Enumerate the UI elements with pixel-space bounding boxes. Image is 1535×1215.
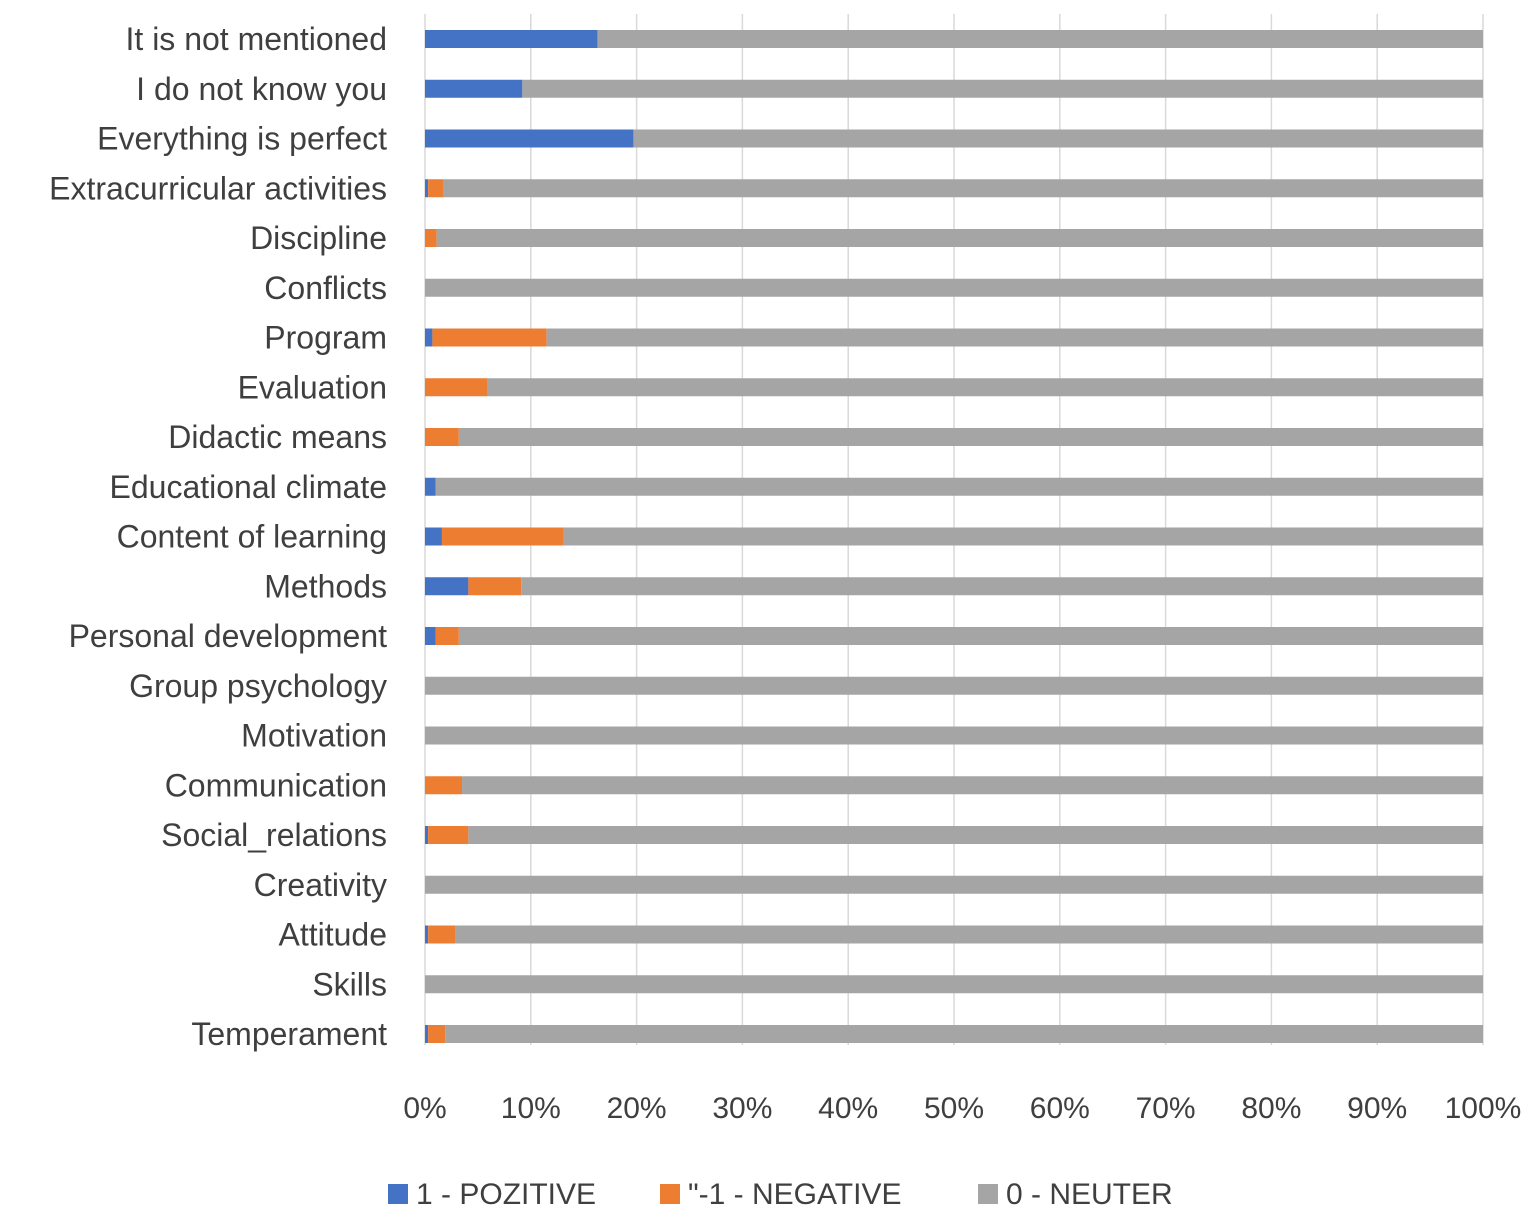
bar-segment-series-2 bbox=[468, 826, 1483, 844]
bar-segment-series-0 bbox=[425, 179, 429, 198]
category-label: Attitude bbox=[278, 917, 387, 953]
bar-segment-series-0 bbox=[425, 1025, 429, 1043]
bar-segment-series-2 bbox=[458, 428, 1484, 446]
bar-segment-series-1 bbox=[428, 925, 456, 944]
category-label: Content of learning bbox=[117, 519, 387, 555]
legend-label-series-0: 1 - POZITIVE bbox=[416, 1178, 596, 1211]
bar-segment-series-1 bbox=[432, 328, 547, 347]
category-label: Everything is perfect bbox=[97, 121, 387, 157]
bar-segment-series-1 bbox=[441, 527, 564, 546]
bar-segment-series-2 bbox=[522, 79, 1483, 98]
bar-segment-series-2 bbox=[425, 726, 1483, 745]
x-axis-ticks: 0% 10% 20% 30% 40% 50% 60% 70% 80% 90% 100% bbox=[403, 1092, 1521, 1125]
bar-segment-series-2 bbox=[521, 577, 1483, 596]
bar-segment-series-1 bbox=[425, 229, 437, 247]
x-tick-label: 60% bbox=[1030, 1092, 1090, 1125]
category-label: Creativity bbox=[254, 867, 387, 903]
bar-segment-series-2 bbox=[458, 627, 1484, 645]
bar-segment-series-0 bbox=[425, 577, 469, 596]
bar-segment-series-0 bbox=[425, 129, 634, 148]
bar-segment-series-0 bbox=[425, 30, 598, 48]
bar-segment-series-0 bbox=[425, 627, 436, 645]
legend-swatch-series-0 bbox=[388, 1184, 408, 1204]
bar-segment-series-2 bbox=[425, 875, 1483, 894]
category-label: Conflicts bbox=[264, 270, 387, 306]
bars bbox=[425, 30, 1484, 1043]
bar-segment-series-2 bbox=[425, 278, 1483, 297]
category-label: Evaluation bbox=[238, 369, 387, 405]
bar-segment-series-0 bbox=[425, 477, 436, 496]
bar-segment-series-2 bbox=[462, 776, 1483, 795]
category-label: Skills bbox=[312, 966, 387, 1002]
bar-segment-series-2 bbox=[455, 925, 1483, 944]
category-label: Educational climate bbox=[110, 469, 387, 505]
bar-segment-series-0 bbox=[425, 826, 429, 844]
category-label: Motivation bbox=[241, 718, 387, 754]
bar-segment-series-2 bbox=[633, 129, 1483, 148]
bar-segment-series-2 bbox=[597, 30, 1483, 48]
x-tick-label: 40% bbox=[818, 1092, 878, 1125]
bar-segment-series-0 bbox=[425, 328, 433, 347]
bar-segment-series-2 bbox=[487, 378, 1483, 397]
category-label: It is not mentioned bbox=[126, 21, 387, 57]
category-label: Group psychology bbox=[129, 668, 387, 704]
bar-segment-series-1 bbox=[425, 428, 459, 446]
bar-segment-series-0 bbox=[425, 527, 442, 546]
category-label: Social_relations bbox=[161, 817, 387, 853]
bar-segment-series-2 bbox=[425, 676, 1483, 695]
x-tick-label: 100% bbox=[1445, 1092, 1522, 1125]
bar-segment-series-1 bbox=[425, 776, 463, 795]
x-tick-label: 50% bbox=[924, 1092, 984, 1125]
category-label: Discipline bbox=[250, 220, 387, 256]
category-label: Personal development bbox=[69, 618, 388, 654]
bar-segment-series-0 bbox=[425, 79, 523, 98]
category-label: Extracurricular activities bbox=[49, 170, 387, 206]
bar-segment-series-2 bbox=[563, 527, 1483, 546]
legend-label-series-2: 0 - NEUTER bbox=[1006, 1178, 1173, 1211]
bar-segment-series-1 bbox=[428, 1025, 446, 1043]
x-tick-label: 70% bbox=[1136, 1092, 1196, 1125]
x-tick-label: 90% bbox=[1347, 1092, 1407, 1125]
category-label: I do not know you bbox=[136, 71, 387, 107]
legend: 1 - POZITIVE "-1 - NEGATIVE 0 - NEUTER bbox=[388, 1178, 1173, 1211]
category-label: Communication bbox=[165, 767, 387, 803]
bar-segment-series-1 bbox=[425, 378, 488, 397]
x-tick-label: 0% bbox=[403, 1092, 446, 1125]
bar-segment-series-2 bbox=[435, 477, 1484, 496]
bar-segment-series-1 bbox=[428, 826, 469, 844]
category-labels: It is not mentioned I do not know you Ever… bbox=[49, 21, 387, 1052]
x-tick-label: 80% bbox=[1241, 1092, 1301, 1125]
x-tick-label: 10% bbox=[501, 1092, 561, 1125]
category-label: Program bbox=[264, 320, 387, 356]
bar-segment-series-2 bbox=[425, 975, 1483, 994]
category-label: Methods bbox=[264, 568, 387, 604]
x-tick-label: 20% bbox=[607, 1092, 667, 1125]
legend-label-series-1: "-1 - NEGATIVE bbox=[688, 1178, 901, 1211]
bar-segment-series-2 bbox=[436, 229, 1484, 247]
category-label: Temperament bbox=[191, 1016, 387, 1052]
bar-segment-series-2 bbox=[442, 179, 1484, 198]
bar-segment-series-2 bbox=[546, 328, 1483, 347]
x-tick-label: 30% bbox=[712, 1092, 772, 1125]
bar-segment-series-0 bbox=[425, 925, 429, 944]
bar-segment-series-1 bbox=[435, 627, 459, 645]
bar-segment-series-2 bbox=[445, 1025, 1483, 1043]
legend-swatch-series-1 bbox=[660, 1184, 680, 1204]
category-label: Didactic means bbox=[168, 419, 387, 455]
bar-segment-series-1 bbox=[468, 577, 522, 596]
bar-segment-series-1 bbox=[428, 179, 443, 198]
legend-swatch-series-2 bbox=[978, 1184, 998, 1204]
